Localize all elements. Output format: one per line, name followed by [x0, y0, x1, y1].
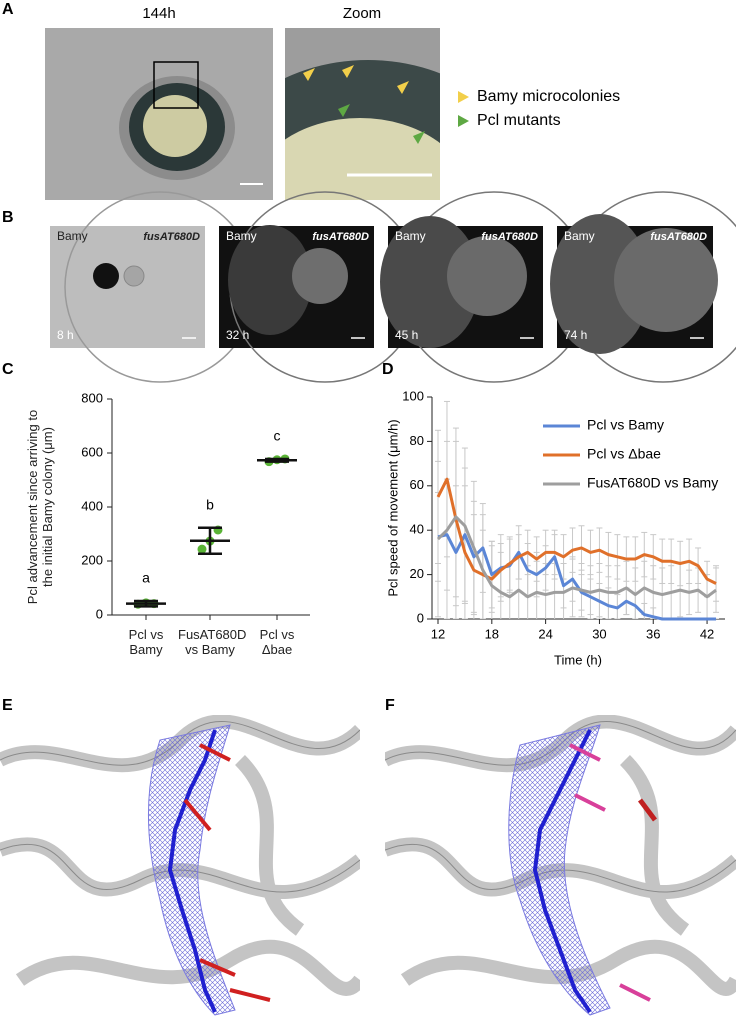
strain-label: Bamy — [395, 229, 426, 243]
arrowhead — [338, 104, 350, 117]
legend-label: FusAT680D vs Bamy — [587, 475, 718, 491]
data-point — [197, 544, 207, 554]
time-label: 8 h — [57, 328, 74, 342]
strain-label: Bamy — [57, 229, 88, 243]
strain-label: Bamy — [564, 229, 595, 243]
x-tick-label: FusAT680D vs Bamy — [178, 627, 247, 657]
strain-label: fusAT680D — [650, 231, 707, 243]
x-tick-label: Pcl vs Δbae — [259, 627, 295, 657]
strain-label: fusAT680D — [312, 231, 369, 243]
y-tick-label: 40 — [410, 522, 424, 537]
y-tick-label: 200 — [81, 552, 103, 567]
x-axis-label: Time (h) — [554, 652, 602, 667]
time-label: 74 h — [564, 328, 587, 342]
x-tick-label: 42 — [700, 626, 714, 641]
zoom-image — [285, 28, 440, 200]
y-tick-label: 400 — [81, 498, 103, 513]
time-lapse-images — [50, 191, 736, 383]
strain-label: fusAT680D — [143, 231, 200, 243]
x-tick-label: 18 — [485, 626, 499, 641]
image-title: Zoom — [343, 5, 381, 22]
y-tick-label: 60 — [410, 477, 424, 492]
panel-label: A — [2, 1, 14, 18]
strain-label: fusAT680D — [481, 231, 538, 243]
y-tick-label: 100 — [402, 388, 424, 403]
x-tick-label: Pcl vs Bamy — [128, 627, 164, 657]
legend-label: Pcl vs Bamy — [587, 417, 664, 433]
image-title: 144h — [142, 5, 175, 22]
arrowhead — [458, 91, 469, 103]
structure-image — [385, 715, 736, 1030]
significance-letter: b — [206, 496, 214, 512]
x-tick-label: 12 — [431, 626, 445, 641]
legend-label: Pcl mutants — [477, 112, 561, 129]
y-tick-label: 600 — [81, 444, 103, 459]
legend-label: Pcl vs Δbae — [587, 446, 661, 462]
strain-label: Bamy — [226, 229, 257, 243]
arrowhead — [303, 68, 315, 81]
legend-label: Bamy microcolonies — [477, 88, 620, 105]
arrowhead — [397, 81, 409, 94]
y-tick-label: 0 — [417, 610, 424, 625]
series-line — [436, 477, 717, 585]
structure-image — [0, 715, 360, 1030]
y-tick-label: 20 — [410, 566, 424, 581]
panel-label: D — [382, 361, 394, 378]
x-tick-label: 36 — [646, 626, 660, 641]
x-tick-label: 30 — [592, 626, 606, 641]
y-tick-label: 0 — [96, 606, 103, 621]
panel-label: F — [385, 697, 395, 714]
series-line — [436, 515, 717, 599]
arrowhead — [458, 115, 469, 127]
significance-letter: a — [142, 570, 150, 586]
time-label: 32 h — [226, 328, 249, 342]
significance-letter: c — [274, 428, 281, 444]
panel-label: B — [2, 209, 14, 226]
time-label: 45 h — [395, 328, 418, 342]
y-tick-label: 800 — [81, 390, 103, 405]
arrowhead — [413, 131, 425, 144]
panel-label: E — [2, 697, 13, 714]
y-axis-label: Pcl advancement since arriving to the in… — [25, 409, 55, 605]
panel-label: C — [2, 361, 14, 378]
arrowhead — [342, 65, 354, 78]
colony-image — [45, 28, 273, 200]
y-tick-label: 80 — [410, 433, 424, 448]
series-line — [437, 533, 717, 621]
y-axis-label: Pcl speed of movement (μm/h) — [385, 419, 400, 596]
x-tick-label: 24 — [538, 626, 552, 641]
